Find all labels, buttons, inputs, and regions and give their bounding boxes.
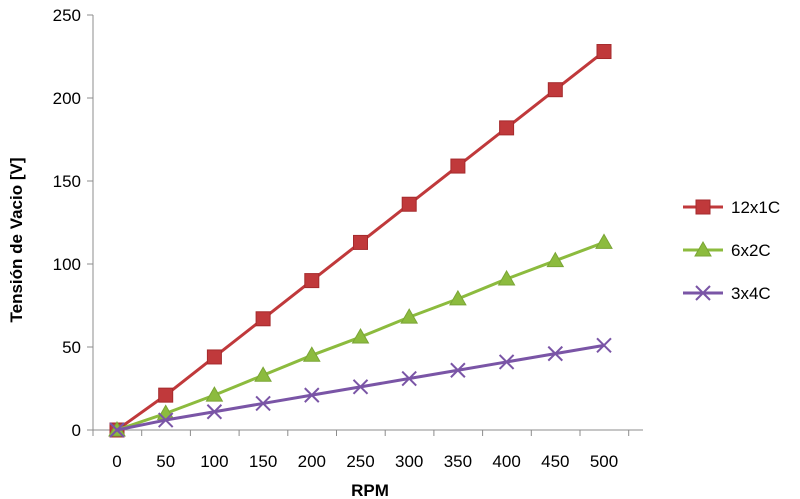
marker-stroke bbox=[450, 362, 466, 378]
x-tick-label: 500 bbox=[590, 452, 618, 471]
data-point-3x4C bbox=[206, 404, 223, 420]
marker-stroke bbox=[304, 387, 320, 403]
data-point-3x4C bbox=[596, 337, 612, 354]
data-point-6x2C bbox=[595, 233, 613, 249]
data-point-3x4C bbox=[401, 370, 417, 387]
data-point-6x2C bbox=[254, 366, 272, 382]
data-point-6x2C bbox=[302, 346, 321, 362]
marker-stroke bbox=[401, 370, 417, 387]
data-point-6x2C bbox=[205, 386, 224, 402]
x-tick-label: 100 bbox=[200, 452, 228, 471]
data-point-6x2C bbox=[400, 308, 419, 324]
data-point-3x4C bbox=[109, 422, 125, 438]
marker-stroke bbox=[157, 412, 174, 428]
data-point-3x4C bbox=[157, 412, 174, 428]
x-tick-label: 50 bbox=[156, 452, 175, 471]
y-tick-label: 250 bbox=[53, 6, 81, 25]
x-tick-label: 200 bbox=[298, 452, 326, 471]
y-tick-label: 50 bbox=[62, 338, 81, 357]
x-tick-label: 350 bbox=[444, 452, 472, 471]
marker-stroke bbox=[109, 422, 125, 438]
legend-marker bbox=[695, 199, 711, 215]
y-tick-label: 150 bbox=[53, 172, 81, 191]
legend-label: 6x2C bbox=[731, 241, 771, 260]
x-tick-label: 0 bbox=[112, 452, 121, 471]
data-point-12x1C bbox=[450, 158, 466, 174]
x-tick-label: 400 bbox=[492, 452, 520, 471]
legend-label: 3x4C bbox=[731, 284, 771, 303]
x-tick-label: 450 bbox=[541, 452, 569, 471]
marker-stroke bbox=[255, 395, 271, 412]
data-point-3x4C bbox=[498, 354, 515, 370]
marker-stroke bbox=[547, 345, 564, 362]
y-axis-title: Tensión de Vacio [V] bbox=[7, 158, 26, 323]
data-point-3x4C bbox=[255, 395, 271, 412]
x-tick-label: 300 bbox=[395, 452, 423, 471]
data-point-12x1C bbox=[499, 120, 515, 136]
data-point-3x4C bbox=[450, 362, 466, 378]
legend-item-12x1C: 12x1C bbox=[683, 198, 780, 217]
data-point-6x2C bbox=[449, 289, 467, 306]
marker-stroke bbox=[352, 379, 369, 395]
data-point-12x1C bbox=[547, 82, 563, 98]
data-point-3x4C bbox=[304, 387, 320, 403]
legend-marker bbox=[694, 240, 712, 257]
x-tick-label: 150 bbox=[249, 452, 277, 471]
data-point-12x1C bbox=[255, 311, 271, 327]
legend-marker bbox=[695, 285, 711, 301]
data-point-3x4C bbox=[547, 345, 564, 362]
legend-item-6x2C: 6x2C bbox=[683, 240, 771, 260]
data-point-6x2C bbox=[351, 328, 370, 344]
marker-stroke bbox=[206, 404, 223, 420]
data-point-12x1C bbox=[401, 196, 417, 212]
marker-stroke bbox=[498, 354, 515, 370]
y-tick-label: 0 bbox=[72, 421, 81, 440]
x-axis-title: RPM bbox=[351, 481, 389, 499]
marker-stroke bbox=[596, 337, 612, 354]
data-point-3x4C bbox=[352, 379, 369, 395]
data-point-12x1C bbox=[596, 44, 612, 60]
data-point-6x2C bbox=[497, 269, 516, 286]
x-tick-label: 250 bbox=[346, 452, 374, 471]
data-point-12x1C bbox=[158, 387, 174, 403]
legend-item-3x4C: 3x4C bbox=[683, 284, 771, 303]
data-point-12x1C bbox=[353, 234, 368, 250]
y-tick-label: 200 bbox=[53, 89, 81, 108]
data-point-12x1C bbox=[304, 273, 320, 289]
data-point-6x2C bbox=[546, 251, 565, 268]
marker-stroke bbox=[695, 285, 711, 301]
legend-label: 12x1C bbox=[731, 198, 780, 217]
data-point-12x1C bbox=[206, 349, 222, 365]
y-tick-label: 100 bbox=[53, 255, 81, 274]
